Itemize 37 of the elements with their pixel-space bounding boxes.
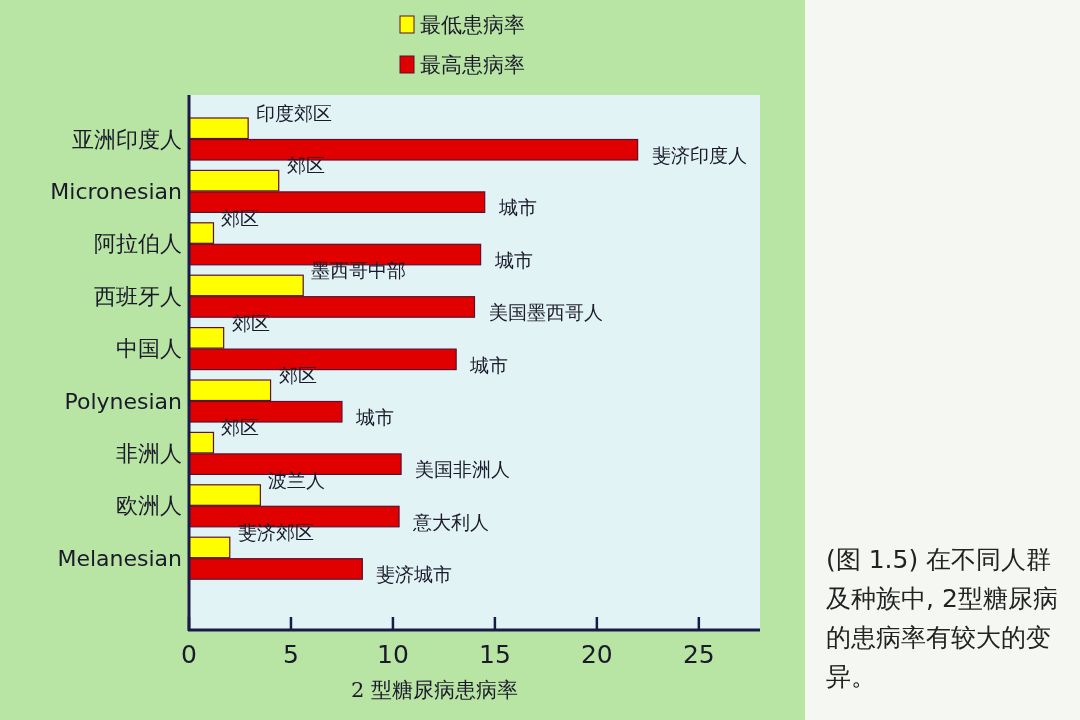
annotation: 斐济郊区 — [237, 521, 314, 544]
legend-label: 最高患病率 — [420, 53, 525, 77]
annotation: 美国墨西哥人 — [488, 301, 603, 324]
x-tick-label: 20 — [580, 640, 613, 669]
text: (图 1.5) 在不同人群及种族中, 2型糖尿病的患病率有较大的变异。 — [826, 544, 1059, 693]
annotation: 城市 — [469, 353, 509, 376]
y-tick-label: 亚洲印度人 — [72, 126, 182, 152]
annotation: 墨西哥中部 — [311, 259, 407, 282]
annotation: 波兰人 — [268, 468, 326, 491]
annotation: 斐济城市 — [376, 563, 453, 586]
x-tick-label: 10 — [377, 640, 409, 669]
x-tick-label: 15 — [478, 640, 511, 669]
x-tick-label: 25 — [682, 640, 715, 669]
x-tick-label: 5 — [283, 640, 299, 669]
annotation: 斐济印度人 — [651, 144, 747, 166]
annotation: 城市 — [493, 248, 533, 271]
y-tick-label: 中国人 — [116, 336, 182, 362]
annotation: 郊区 — [286, 154, 325, 177]
x-tick-label: 0 — [181, 640, 197, 669]
annotation: 郊区 — [221, 206, 260, 229]
y-tick-label: Polynesian — [64, 388, 182, 414]
annotation: 印度郊区 — [256, 102, 333, 124]
annotation: 意大利人 — [412, 510, 490, 533]
y-tick-label: 欧洲人 — [116, 493, 182, 519]
annotation: 城市 — [497, 196, 537, 219]
annotation: 美国非洲人 — [415, 458, 511, 481]
annotation: 郊区 — [221, 416, 260, 439]
y-tick-label: 阿拉伯人 — [94, 231, 182, 257]
y-tick-label: 西班牙人 — [94, 283, 182, 309]
annotation: 城市 — [354, 406, 394, 428]
x-axis-title: 2 型糖尿病患病率 — [350, 678, 519, 702]
y-tick-label: Micronesian — [50, 178, 182, 204]
annotation: 郊区 — [231, 311, 270, 334]
y-tick-label: Melanesian — [57, 545, 182, 571]
legend-label: 最低患病率 — [420, 13, 525, 37]
y-tick-label: 非洲人 — [116, 440, 182, 466]
annotation: 郊区 — [278, 364, 317, 386]
